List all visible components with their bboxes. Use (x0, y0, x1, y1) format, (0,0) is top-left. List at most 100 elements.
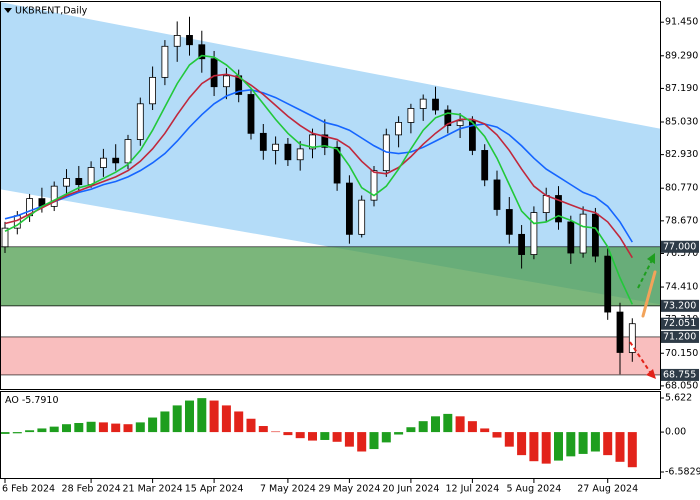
indicator-line (4, 89, 633, 243)
y-tick-label: 89.290 (665, 50, 698, 61)
y-tick-label: -6.5829 (665, 467, 700, 478)
ao-bar (49, 426, 59, 433)
ao-bar (394, 432, 404, 435)
up-arrow (637, 259, 653, 289)
ao-bar (295, 432, 305, 439)
ao-bar (221, 405, 231, 433)
ao-bar (185, 400, 194, 433)
candle-body (1, 227, 9, 248)
ao-bar (283, 432, 293, 436)
candle-body (530, 212, 538, 255)
projection (641, 270, 657, 318)
ao-bar (98, 422, 108, 433)
ao-bar (148, 417, 158, 433)
x-tick-label: 15 Apr 2024 (185, 484, 244, 495)
down-arrow (629, 341, 651, 373)
ao-bar (12, 432, 22, 434)
level-box (661, 240, 699, 253)
candle-body (173, 35, 181, 47)
ao-bar (431, 416, 440, 433)
ao-bar (406, 427, 416, 433)
up-arrowhead (647, 253, 655, 264)
candle-body (161, 45, 169, 78)
candle-body (555, 195, 562, 223)
candle-body (432, 98, 439, 111)
level-box (661, 317, 699, 330)
x-tick-label: 29 May 2024 (318, 484, 380, 495)
candle-body (493, 179, 501, 210)
ao-bar (455, 416, 465, 433)
candle-body (186, 35, 193, 46)
zone (0, 336, 660, 375)
ao-bar (627, 432, 637, 468)
ao-bar (271, 431, 281, 433)
candle-body (222, 75, 230, 88)
y-tick-label: 80.770 (665, 183, 698, 194)
candle-body (75, 178, 83, 186)
ao-bar (369, 432, 379, 450)
y-tick-label: 87.190 (665, 83, 698, 94)
candle-body (456, 120, 464, 126)
candle-body (259, 132, 267, 151)
ao-bar (25, 430, 35, 433)
ao-bar (344, 432, 354, 447)
level-box (661, 368, 699, 381)
y-tick-label: 0.00 (665, 427, 686, 438)
ao-bar (86, 421, 96, 433)
level-label: 68.755 (663, 369, 696, 380)
y-tick-label: 76.570 (665, 248, 698, 259)
ao-bar (62, 424, 71, 433)
ao-bar (492, 432, 502, 438)
x-tick-label: 6 Feb 2024 (2, 484, 55, 495)
ao-bar (234, 411, 244, 433)
ao-bar (320, 432, 330, 440)
ao-bar (529, 432, 539, 462)
ao-bar (37, 428, 47, 433)
candle-body (395, 122, 403, 136)
x-tick-label: 27 Aug 2024 (577, 484, 638, 495)
price-frame (0, 1, 661, 390)
ao-bar (135, 422, 145, 433)
ao-bar (443, 413, 453, 433)
x-tick-label: 5 Aug 2024 (506, 484, 561, 495)
y-tick-label: 91.450 (665, 17, 698, 28)
ao-bar (467, 421, 477, 433)
ao-bar (111, 423, 121, 433)
level-box (661, 330, 699, 343)
ao-bar (246, 418, 256, 433)
ao-bar (517, 432, 527, 456)
ao-bar (332, 432, 342, 442)
ao-bar (480, 428, 490, 433)
candle-body (136, 103, 144, 140)
x-tick-label: 12 Jul 2024 (446, 484, 500, 495)
x-tick-label: 28 Feb 2024 (62, 484, 121, 495)
y-tick-label: 78.670 (665, 215, 698, 226)
ao-bar (566, 432, 576, 457)
indicator-line (4, 73, 633, 259)
candle-body (296, 148, 304, 161)
ao-bar (197, 398, 207, 433)
candle-body (579, 213, 587, 254)
candle-body (112, 157, 120, 164)
candle-body (63, 178, 70, 187)
candle-body (309, 134, 316, 150)
level-label: 73.200 (663, 300, 696, 311)
ao-bar (0, 432, 10, 434)
ao-bar (209, 400, 219, 433)
candle-body (518, 233, 525, 255)
indicator-value: -5.7910 (22, 395, 59, 406)
candle-body (124, 139, 132, 164)
indicator-name: AO (5, 395, 19, 406)
candle-body (149, 76, 157, 105)
y-tick-label: 82.930 (665, 149, 698, 160)
indicator-label: AO -5.7910 (5, 395, 59, 406)
level-box (661, 299, 699, 312)
chart-title: UKBRENT,Daily (15, 6, 88, 17)
candle-body (50, 185, 58, 207)
candle-body (321, 134, 329, 148)
candle-body (628, 323, 636, 353)
y-tick-label: 85.030 (665, 116, 698, 127)
ao-bar (172, 405, 182, 433)
candle-body (567, 221, 575, 254)
